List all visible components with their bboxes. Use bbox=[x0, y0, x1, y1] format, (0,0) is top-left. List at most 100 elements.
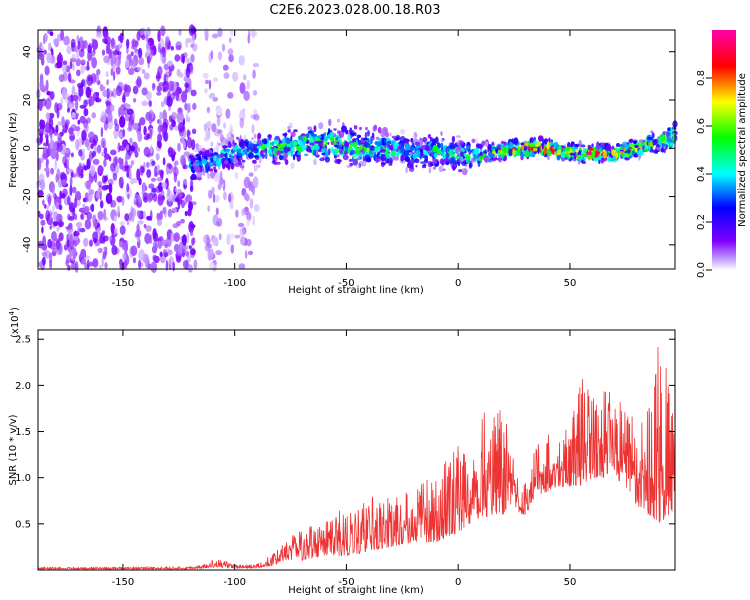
noise-blob bbox=[137, 147, 141, 153]
noise-blob bbox=[105, 193, 113, 205]
noise-blob bbox=[67, 195, 71, 206]
signal-blob bbox=[356, 134, 362, 139]
spectrogram-y-axis-label: Frequency (Hz) bbox=[8, 112, 19, 188]
noise-blob bbox=[44, 98, 52, 110]
signal-blob bbox=[385, 154, 391, 159]
noise-blob bbox=[189, 64, 194, 75]
noise-blob bbox=[219, 133, 224, 143]
signal-blob bbox=[297, 152, 301, 156]
noise-blob bbox=[215, 106, 223, 116]
signal-blob bbox=[617, 149, 621, 155]
noise-blob bbox=[252, 215, 255, 226]
signal-blob bbox=[374, 146, 380, 151]
y-tick-label: 20 bbox=[22, 94, 33, 107]
noise-blob bbox=[188, 221, 195, 233]
noise-blob bbox=[189, 230, 194, 237]
noise-blob bbox=[86, 158, 91, 170]
snr-x-axis-label: Height of straight line (km) bbox=[288, 585, 424, 596]
signal-blob bbox=[289, 144, 294, 152]
noise-blob bbox=[112, 50, 120, 56]
noise-blob bbox=[152, 228, 157, 240]
noise-blob bbox=[184, 57, 189, 63]
signal-blob bbox=[428, 167, 432, 174]
noise-blob bbox=[52, 55, 56, 64]
noise-blob bbox=[191, 128, 197, 135]
signal-blob bbox=[364, 142, 371, 148]
signal-blob bbox=[332, 148, 336, 153]
signal-blob bbox=[605, 144, 612, 151]
noise-blob bbox=[55, 239, 61, 250]
noise-blob bbox=[202, 72, 209, 79]
signal-blob bbox=[257, 132, 262, 140]
noise-blob bbox=[92, 158, 100, 165]
noise-blob bbox=[223, 122, 227, 129]
noise-blob bbox=[167, 60, 173, 67]
noise-blob bbox=[170, 232, 176, 242]
signal-blob bbox=[213, 156, 217, 161]
signal-blob bbox=[667, 127, 671, 131]
signal-blob bbox=[296, 154, 301, 162]
noise-blob bbox=[106, 41, 111, 54]
noise-blob bbox=[136, 76, 142, 88]
noise-blob bbox=[230, 126, 234, 135]
signal-blob bbox=[658, 139, 663, 147]
noise-blob bbox=[51, 204, 55, 214]
signal-blob bbox=[504, 144, 509, 149]
signal-blob bbox=[380, 131, 386, 138]
noise-blob bbox=[207, 205, 211, 213]
signal-blob bbox=[331, 146, 334, 154]
noise-blob bbox=[235, 209, 239, 218]
signal-blob bbox=[327, 148, 331, 156]
signal-blob bbox=[482, 153, 485, 157]
noise-blob bbox=[95, 32, 103, 39]
noise-blob bbox=[56, 226, 60, 232]
noise-blob bbox=[80, 63, 85, 75]
noise-blob bbox=[99, 200, 104, 209]
noise-blob bbox=[241, 208, 245, 217]
signal-blob bbox=[198, 155, 202, 162]
signal-blob bbox=[196, 172, 200, 178]
noise-blob bbox=[162, 109, 168, 121]
noise-blob bbox=[141, 87, 148, 96]
signal-blob bbox=[626, 145, 630, 149]
y-tick-label: 40 bbox=[22, 45, 33, 58]
noise-blob bbox=[130, 58, 136, 70]
signal-blob bbox=[657, 147, 661, 151]
noise-blob bbox=[95, 96, 99, 103]
signal-blob bbox=[372, 125, 377, 132]
signal-blob bbox=[451, 135, 456, 143]
signal-blob bbox=[565, 146, 571, 151]
noise-blob bbox=[96, 68, 101, 76]
noise-blob bbox=[47, 219, 53, 225]
noise-blob bbox=[229, 29, 234, 37]
signal-blob bbox=[323, 148, 328, 153]
noise-blob bbox=[210, 50, 214, 60]
x-tick-label: -150 bbox=[112, 278, 135, 289]
signal-blob bbox=[398, 146, 405, 154]
noise-blob bbox=[97, 187, 104, 193]
signal-blob bbox=[213, 169, 218, 173]
noise-blob bbox=[143, 72, 150, 80]
signal-blob bbox=[290, 135, 293, 142]
noise-blob bbox=[208, 189, 213, 199]
signal-blob bbox=[260, 149, 264, 157]
signal-blob bbox=[190, 161, 193, 165]
noise-blob bbox=[167, 80, 174, 92]
signal-blob bbox=[324, 151, 329, 157]
x-tick-label: 50 bbox=[564, 278, 577, 289]
signal-blob bbox=[572, 158, 577, 162]
signal-blob bbox=[487, 143, 492, 151]
signal-blob bbox=[412, 142, 415, 148]
signal-blob bbox=[445, 161, 449, 165]
noise-blob bbox=[47, 195, 52, 207]
signal-blob bbox=[232, 146, 237, 151]
noise-blob bbox=[223, 72, 230, 79]
noise-blob bbox=[38, 173, 45, 183]
noise-blob bbox=[217, 129, 223, 135]
noise-blob bbox=[148, 183, 155, 189]
signal-blob bbox=[312, 149, 317, 156]
signal-blob bbox=[541, 142, 544, 150]
noise-blob bbox=[126, 108, 134, 116]
x-tick-label: 0 bbox=[455, 577, 461, 588]
signal-blob bbox=[632, 140, 637, 144]
